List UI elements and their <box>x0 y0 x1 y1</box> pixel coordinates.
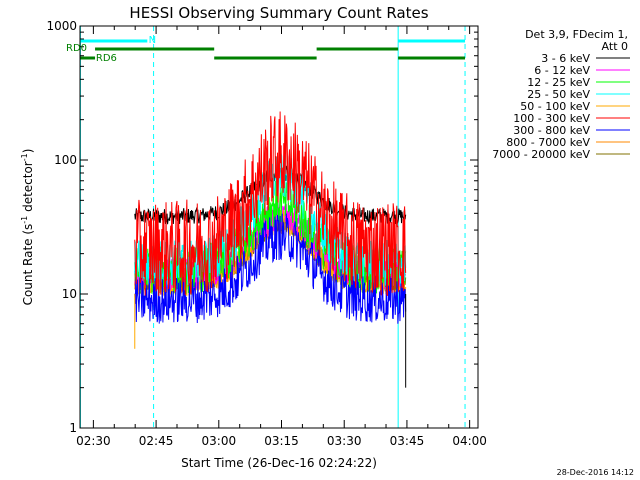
x-tick-label: 03:00 <box>202 434 237 448</box>
flag-label-rd6: RD6 <box>96 53 117 64</box>
flag-label-n: N <box>149 35 156 46</box>
x-tick-label: 02:30 <box>76 434 111 448</box>
flag-label-rd0: RD0 <box>66 43 87 54</box>
y-tick-label: 100 <box>54 153 77 167</box>
x-axis-label: Start Time (26-Dec-16 02:24:22) <box>181 456 377 470</box>
x-tick-label: 04:00 <box>452 434 487 448</box>
y-tick-label: 1 <box>69 421 77 435</box>
legend-header-line2: Att 0 <box>602 40 628 53</box>
y-tick-label: 1000 <box>46 19 77 33</box>
series-line-7 <box>134 213 407 324</box>
series-line-6 <box>134 111 407 297</box>
legend-entry-label: 7000 - 20000 keV <box>492 148 590 161</box>
legend-entry-label: 50 - 100 keV <box>520 100 590 113</box>
legend-entry-label: 100 - 300 keV <box>513 112 590 125</box>
legend-entry-label: 800 - 7000 keV <box>506 136 590 149</box>
x-tick-label: 03:15 <box>264 434 299 448</box>
x-tick-label: 03:30 <box>327 434 362 448</box>
y-tick-label: 10 <box>62 287 77 301</box>
plot-frame <box>79 25 479 429</box>
footer-date: 28-Dec-2016 14:12 <box>557 468 634 477</box>
legend-entry-label: 12 - 25 keV <box>527 76 590 89</box>
y-axis-label: Count Rate (s-1 detector-1) <box>20 149 35 306</box>
legend-entry-label: 25 - 50 keV <box>527 88 590 101</box>
legend-header-line1: Det 3,9, FDecim 1, <box>525 28 628 41</box>
x-tick-label: 03:45 <box>390 434 425 448</box>
chart-title: HESSI Observing Summary Count Rates <box>129 4 428 22</box>
x-tick-label: 02:45 <box>139 434 174 448</box>
legend-entry-label: 3 - 6 keV <box>541 52 590 65</box>
legend-entry-label: 300 - 800 keV <box>513 124 590 137</box>
legend-entry-label: 6 - 12 keV <box>534 64 590 77</box>
